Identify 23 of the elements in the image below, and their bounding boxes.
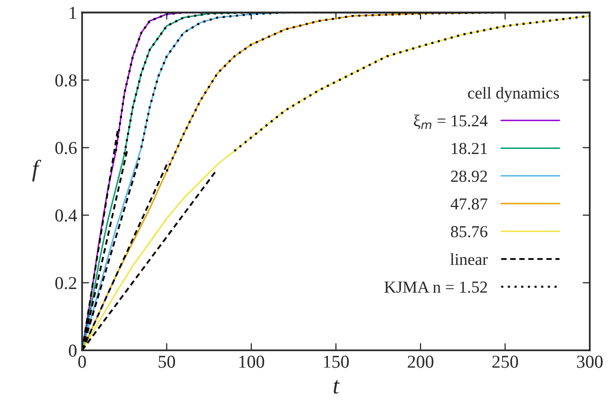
y-tick-label: 0.8	[55, 74, 77, 87]
legend-label: 28.92	[451, 170, 487, 182]
y-axis-title: f	[32, 160, 42, 182]
legend-title: cell dynamics	[468, 86, 559, 102]
x-axis-title: t	[334, 380, 340, 394]
legend-label: 85.76	[451, 226, 488, 238]
x-tick-label: 0	[78, 356, 86, 368]
y-tick-label: 0.4	[55, 209, 77, 222]
legend-label: ξ$_{m}$ = 15.24	[414, 114, 488, 130]
y-tick-label: 1	[70, 6, 76, 19]
y-tick-label: 0.2	[55, 276, 76, 290]
y-tick-label: 0	[68, 344, 77, 357]
x-tick-label: 300	[577, 356, 603, 368]
legend-label: 18.21	[452, 142, 487, 154]
x-tick-label: 50	[158, 356, 176, 368]
x-tick-label: 100	[239, 356, 264, 368]
legend-label: linear	[450, 253, 488, 266]
x-tick-label: 250	[492, 356, 518, 368]
x-tick-label: 200	[408, 356, 434, 368]
legend-label: 47.87	[450, 198, 488, 210]
y-tick-label: 0.6	[55, 142, 77, 154]
legend-label: KJMA n = 1.52	[384, 282, 487, 293]
x-tick-label: 150	[324, 356, 349, 368]
